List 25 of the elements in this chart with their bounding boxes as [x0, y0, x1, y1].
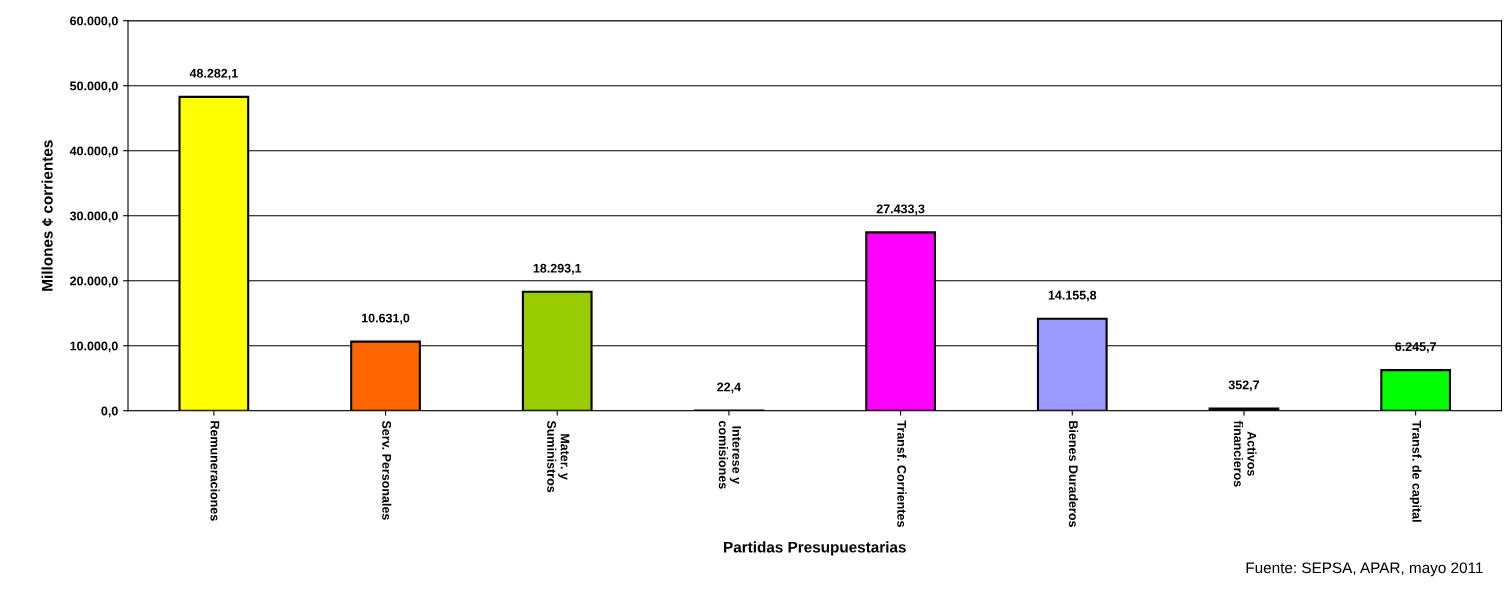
- y-tick-label: 0,0: [101, 406, 118, 418]
- x-axis-title: Partidas Presupuestarias: [724, 541, 906, 556]
- x-tick-label: Remuneraciones: [210, 421, 220, 521]
- data-label: 48.282,1: [189, 68, 238, 80]
- y-tick-label: 10.000,0: [70, 341, 118, 353]
- data-label: 22,4: [717, 382, 741, 394]
- y-tick-label: 50.000,0: [70, 81, 118, 93]
- data-label: 10.631,0: [362, 313, 410, 325]
- data-label: 352,7: [1228, 380, 1260, 392]
- y-tick-label: 30.000,0: [69, 211, 118, 223]
- y-tick-label: 60.000,0: [70, 16, 118, 28]
- y-tick-label: 20.000,0: [70, 276, 118, 288]
- x-tick-label: Interese y comisiones: [718, 420, 741, 489]
- x-tick-label: Transf. de capital: [1409, 420, 1422, 522]
- source-note: Fuente: SEPSA, APAR, mayo 2011: [1246, 562, 1483, 577]
- y-axis-title: Millones ¢ corrientes: [41, 140, 53, 291]
- x-tick-label: Serv. Personales: [382, 420, 392, 520]
- x-tick-label: Mater. y Suministros: [547, 420, 570, 493]
- x-tick-label: Bienes Duraderos: [1068, 421, 1079, 527]
- data-label: 18.293,1: [533, 263, 582, 275]
- data-label: 14.155,8: [1048, 290, 1097, 302]
- x-tick-label: Activos financieros: [1233, 420, 1257, 487]
- x-tick-label: Transf. Corrientes: [897, 420, 907, 527]
- y-tick-label: 40.000,0: [69, 146, 118, 158]
- data-label: 27.433,3: [876, 204, 925, 216]
